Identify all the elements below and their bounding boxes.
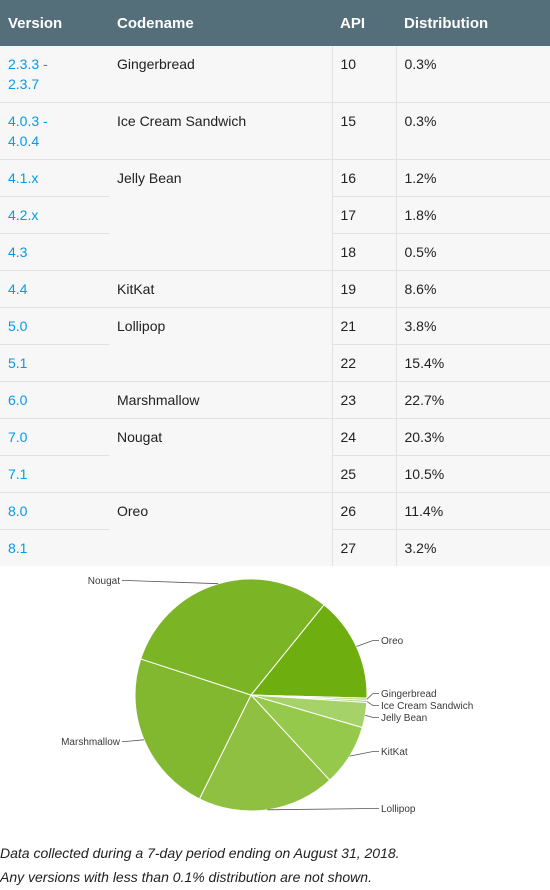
leader-line-ice-cream-sandwich [366, 701, 379, 706]
pie-label-gingerbread: Gingerbread [381, 689, 437, 700]
pie-label-kitkat: KitKat [381, 747, 408, 758]
footnote-data-period: Data collected during a 7-day period end… [0, 845, 400, 861]
footnote-threshold: Any versions with less than 0.1% distrib… [0, 869, 372, 885]
api-cell: 17 [331, 196, 396, 234]
version-link[interactable]: 7.1 [0, 455, 109, 493]
pie-label-ice-cream-sandwich: Ice Cream Sandwich [381, 701, 473, 712]
table-row: 4.1.x Jelly Bean 16 1.2% [0, 159, 550, 271]
header-api: API [332, 0, 396, 46]
version-link[interactable]: 6.0 [0, 381, 109, 419]
version-link[interactable]: 4.3 [0, 233, 109, 271]
api-cell: 16 [331, 159, 396, 197]
table-row: 4.3 18 0.5% [0, 233, 550, 271]
distribution-cell: 0.3% [395, 102, 550, 160]
table-row: 7.0 Nougat 24 20.3% [0, 418, 550, 493]
version-link[interactable]: 4.1.x [0, 159, 109, 197]
version-link[interactable]: 5.0 [0, 307, 109, 345]
pie-slice-oreo [249, 604, 368, 699]
distribution-cell: 1.2% [395, 159, 550, 197]
distribution-cell: 8.6% [395, 270, 550, 308]
distribution-cell: 11.4% [395, 492, 550, 530]
header-distribution: Distribution [396, 0, 550, 46]
pie-label-marshmallow: Marshmallow [61, 737, 121, 748]
api-cell: 19 [331, 270, 396, 308]
codename-cell: KitKat [109, 270, 332, 308]
leader-line-kitkat [349, 751, 379, 757]
distribution-table: Version Codename API Distribution 2.3.3 … [0, 0, 550, 566]
version-link[interactable]: 5.1 [0, 344, 109, 382]
table-row: 8.1 27 3.2% [0, 529, 550, 566]
api-cell: 24 [331, 418, 396, 456]
version-link[interactable]: 4.2.x [0, 196, 109, 234]
version-link[interactable]: 4.0.3 - 4.0.4 [0, 102, 109, 160]
version-link[interactable]: 2.3.3 - 2.3.7 [0, 46, 109, 103]
version-link[interactable]: 8.0 [0, 492, 109, 530]
version-link[interactable]: 4.4 [0, 270, 109, 308]
codename-cell: Lollipop [109, 307, 332, 382]
table-row: 7.1 25 10.5% [0, 455, 550, 493]
version-link[interactable]: 8.1 [8, 540, 28, 556]
api-cell: 18 [331, 233, 396, 271]
leader-line-lollipop [267, 808, 379, 811]
table-row: 5.0 Lollipop 21 3.8% [0, 307, 550, 382]
distribution-cell: 3.2% [395, 529, 550, 566]
version-link[interactable]: 7.0 [0, 418, 109, 456]
table-header-row: Version Codename API Distribution [0, 0, 550, 46]
api-cell: 23 [331, 381, 396, 419]
distribution-cell: 1.8% [395, 196, 550, 234]
distribution-cell: 15.4% [395, 344, 550, 382]
leader-line-jelly-bean [365, 714, 379, 718]
distribution-cell: 0.3% [395, 46, 550, 103]
leader-line-nougat [122, 580, 219, 585]
pie-label-jelly-bean: Jelly Bean [381, 713, 427, 724]
pie-slice-marshmallow [134, 658, 252, 800]
distribution-cell: 22.7% [395, 381, 550, 419]
codename-cell: Gingerbread [109, 46, 332, 103]
table-row: 5.1 22 15.4% [0, 344, 550, 382]
codename-cell: Nougat [109, 418, 332, 493]
leader-line-gingerbread [366, 693, 379, 700]
codename-cell: Marshmallow [109, 381, 332, 419]
codename-cell: Oreo [117, 503, 149, 519]
pie-label-oreo: Oreo [381, 636, 404, 647]
table-row: 4.0.3 - 4.0.4 Ice Cream Sandwich 15 0.3% [0, 102, 550, 160]
pie-label-nougat: Nougat [88, 576, 120, 587]
table-row: 6.0 Marshmallow 23 22.7% [0, 381, 550, 419]
distribution-cell: 0.5% [395, 233, 550, 271]
table-row: 4.2.x 17 1.8% [0, 196, 550, 234]
api-cell: 15 [331, 102, 396, 160]
api-cell: 21 [331, 307, 396, 345]
table-row: 2.3.3 - 2.3.7 Gingerbread 10 0.3% [0, 46, 550, 103]
leader-line-oreo [356, 640, 379, 647]
table-row: 4.4 KitKat 19 8.6% [0, 270, 550, 308]
leader-line-marshmallow [122, 739, 145, 742]
pie-label-lollipop: Lollipop [381, 804, 416, 815]
header-codename: Codename [109, 0, 332, 46]
api-cell: 27 [331, 529, 396, 566]
api-cell: 26 [331, 492, 396, 530]
table-row: 8.0 Oreo 26 11.4% [0, 492, 550, 530]
api-cell: 22 [331, 344, 396, 382]
codename-cell: Jelly Bean [109, 159, 332, 271]
header-version: Version [0, 0, 109, 46]
pie-slice-lollipop [198, 694, 331, 812]
api-cell: 10 [331, 46, 396, 103]
api-cell: 25 [331, 455, 396, 493]
codename-cell: Ice Cream Sandwich [109, 102, 332, 160]
distribution-cell: 10.5% [395, 455, 550, 493]
distribution-cell: 20.3% [395, 418, 550, 456]
distribution-cell: 3.8% [395, 307, 550, 345]
